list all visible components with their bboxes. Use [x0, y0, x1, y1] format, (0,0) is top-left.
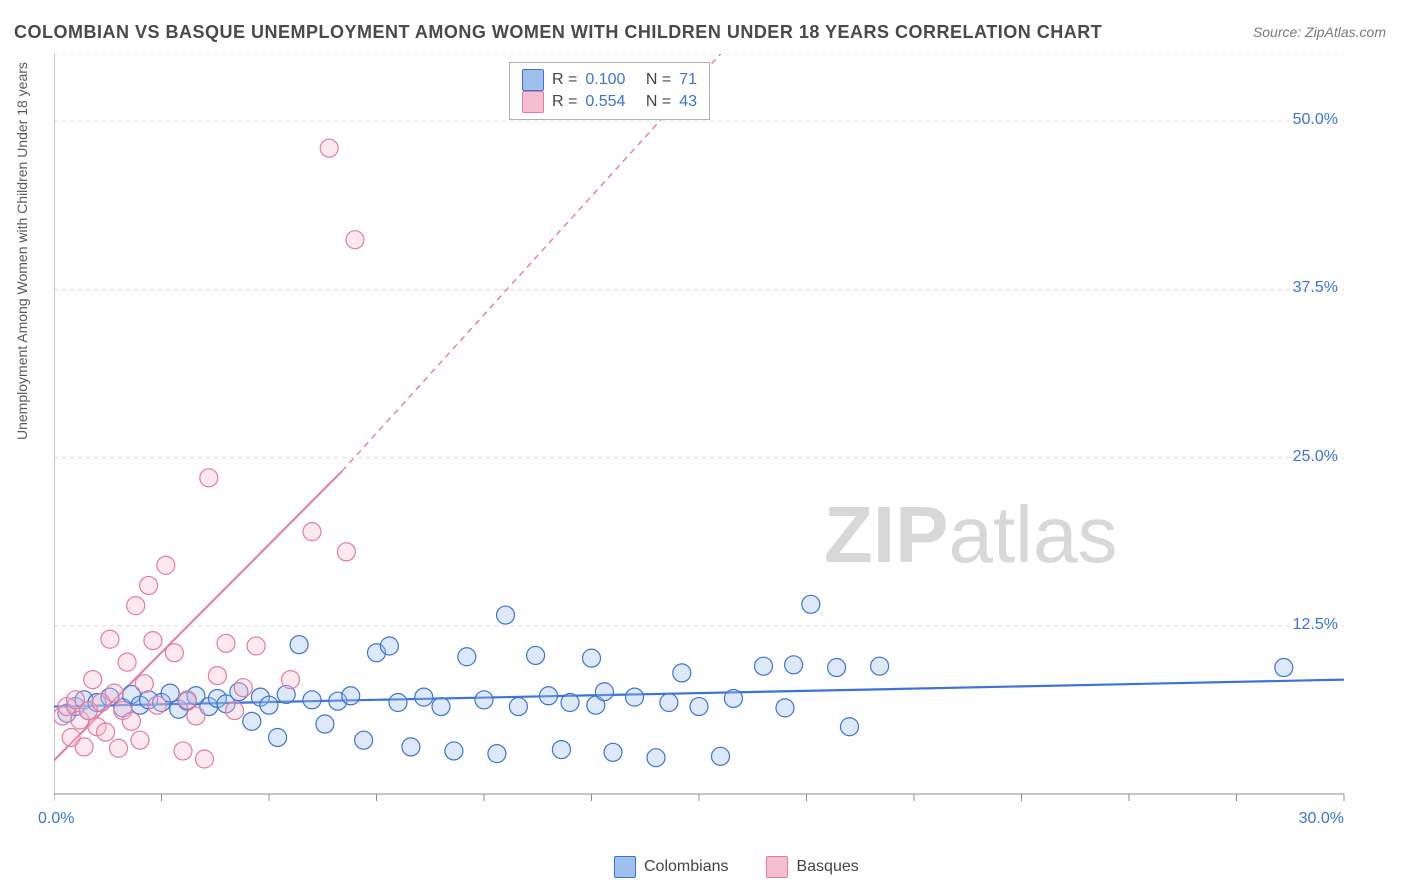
legend-row: R = 0.554 N = 43 [522, 91, 697, 113]
legend-series-item: Colombians [614, 856, 728, 878]
y-tick-label: 50.0% [1293, 111, 1338, 129]
legend-swatch [766, 856, 788, 878]
legend-series: Colombians Basques [614, 856, 859, 878]
scatter-chart-svg [54, 54, 1384, 844]
legend-swatch [614, 856, 636, 878]
y-tick-label: 12.5% [1293, 616, 1338, 634]
legend-series-item: Basques [766, 856, 858, 878]
source-attribution: Source: ZipAtlas.com [1253, 24, 1386, 40]
legend-correlation: R = 0.100 N = 71R = 0.554 N = 43 [509, 62, 710, 120]
legend-swatch [522, 69, 544, 91]
y-tick-label: 25.0% [1293, 448, 1338, 466]
chart-title: COLOMBIAN VS BASQUE UNEMPLOYMENT AMONG W… [14, 22, 1102, 43]
x-tick-label: 30.0% [1299, 810, 1344, 828]
y-axis-label: Unemployment Among Women with Children U… [14, 62, 30, 440]
legend-row: R = 0.100 N = 71 [522, 69, 697, 91]
legend-swatch [522, 91, 544, 113]
x-tick-label: 0.0% [38, 810, 74, 828]
chart-area: ZIPatlas R = 0.100 N = 71R = 0.554 N = 4… [54, 54, 1384, 844]
y-tick-label: 37.5% [1293, 279, 1338, 297]
